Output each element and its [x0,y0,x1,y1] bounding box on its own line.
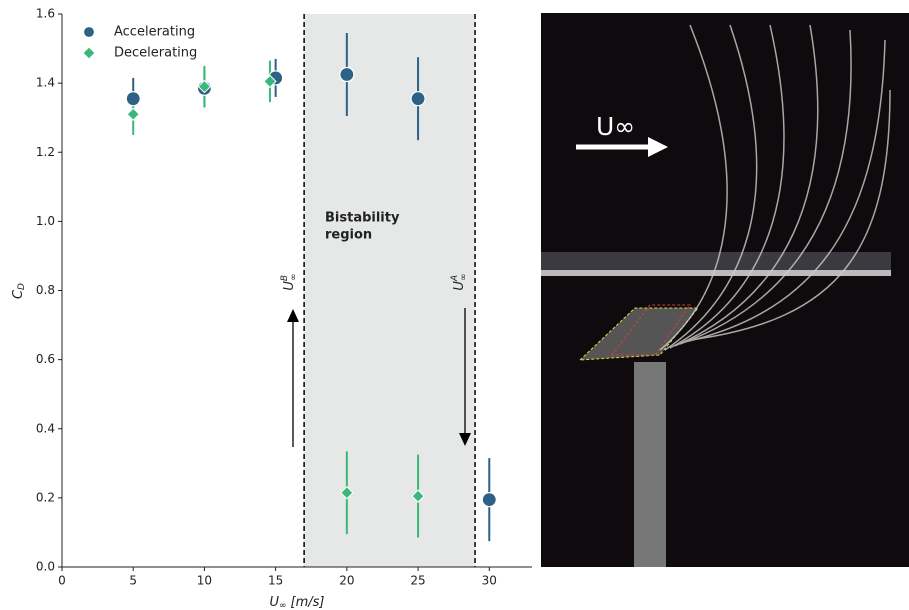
legend-marker [83,47,95,59]
y-tick-label: 1.0 [36,214,55,228]
threshold-main: U [282,281,297,291]
x-tick-label: 5 [129,574,137,588]
y-tick-label: 1.6 [36,7,55,21]
legend-label: Decelerating [114,46,197,61]
figure: U∞ BistabilityregionUB∞UA∞0.00.20.40.60.… [0,0,909,610]
photo-mast [634,362,666,567]
photo: U∞ [541,13,909,567]
region-label: Bistability [325,211,400,226]
region [304,14,475,567]
x-axis-label: U∞ [m/s] [270,595,325,610]
x-tick-label: 20 [339,574,354,588]
point [411,92,425,106]
y-tick-label: 1.2 [36,145,55,159]
x-tick-label: 0 [58,574,66,588]
threshold-label: UB∞ [280,273,299,290]
legend-marker [84,27,95,38]
photo-label: U∞ [596,112,635,141]
y-tick-label: 1.4 [36,76,55,90]
region-label: region [325,228,372,243]
point [482,493,496,507]
x-label-unit: [m/s] [291,595,325,610]
threshold-sub: ∞ [459,273,469,281]
point [126,92,140,106]
y-tick-label: 0.8 [36,283,55,297]
y-axis-label: CD [11,283,27,299]
x-tick-label: 25 [410,574,425,588]
legend-label: Accelerating [114,25,195,40]
x-label-main: U [270,595,280,610]
point [127,108,139,120]
x-tick-label: 10 [197,574,212,588]
arrowhead [287,309,299,322]
threshold-sub: ∞ [289,273,299,281]
point [340,67,354,81]
y-label-sub: D [17,283,27,290]
y-tick-label: 0.0 [36,560,55,574]
y-tick-label: 0.6 [36,352,55,366]
y-tick-label: 0.2 [36,490,55,504]
x-tick-label: 30 [482,574,497,588]
x-label-sub: ∞ [279,601,287,610]
photo-beam-edge [541,270,891,276]
y-tick-label: 0.4 [36,421,55,435]
threshold-label: UA∞ [450,273,469,290]
x-tick-label: 15 [268,574,283,588]
threshold-main: U [452,281,467,291]
